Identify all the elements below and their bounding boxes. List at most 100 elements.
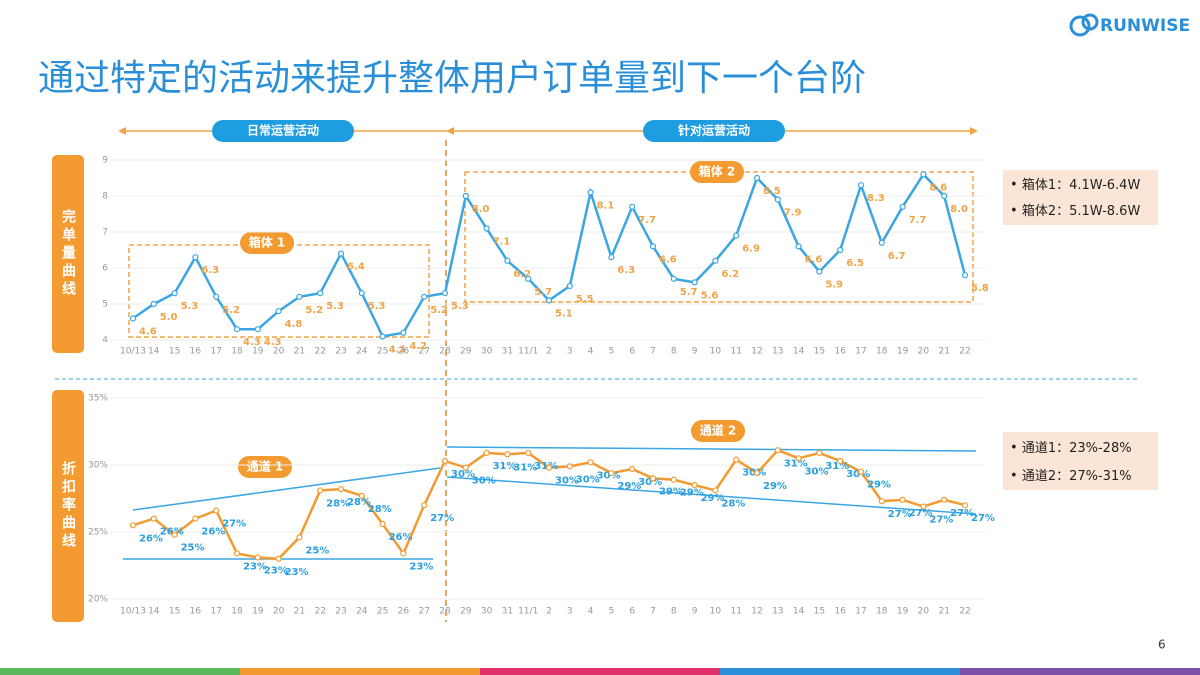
- point: [816, 268, 823, 275]
- point: [483, 449, 490, 457]
- point: [670, 476, 677, 483]
- x-tick-label: 11: [730, 607, 741, 617]
- data-label: 23%: [285, 567, 309, 578]
- data-label: 30%: [638, 477, 662, 488]
- point: [441, 290, 449, 297]
- point: [171, 290, 178, 297]
- point: [878, 498, 885, 505]
- range-box: [464, 171, 974, 303]
- x-tick-label: 18: [876, 607, 888, 617]
- x-tick-label: 26: [398, 347, 410, 357]
- x-tick-label: 17: [210, 607, 221, 617]
- data-label: 8.5: [763, 186, 781, 197]
- side-label: 折扣率曲线: [60, 460, 76, 551]
- data-label: 28%: [721, 498, 745, 509]
- note-box: [1003, 432, 1158, 490]
- point: [878, 239, 885, 246]
- data-label: 6.2: [721, 269, 739, 280]
- x-tick-label: 13: [772, 347, 783, 357]
- y-tick-label: 6: [102, 264, 108, 274]
- x-tick-label: 4: [588, 347, 594, 357]
- point: [899, 496, 906, 503]
- x-tick-label: 2: [546, 347, 552, 357]
- data-label: 30%: [597, 470, 621, 481]
- point: [733, 456, 740, 463]
- x-tick-label: 30: [481, 347, 493, 357]
- y-tick-label: 35%: [88, 394, 108, 404]
- phase-pill: [643, 120, 785, 142]
- x-tick-label: 21: [938, 607, 949, 617]
- point: [317, 487, 324, 494]
- strip: [480, 668, 720, 675]
- data-label: 8.0: [472, 204, 490, 215]
- data-label: 27%: [222, 519, 246, 530]
- data-label: 5.3: [368, 301, 386, 312]
- data-label: 4.8: [285, 319, 303, 330]
- point: [837, 246, 844, 254]
- data-label: 31%: [493, 461, 517, 472]
- phase-pill: [212, 120, 354, 142]
- logo: RUNWISE: [1069, 13, 1190, 37]
- x-tick-label: 21: [294, 607, 305, 617]
- point: [233, 550, 241, 557]
- point: [337, 486, 345, 493]
- point: [213, 507, 220, 514]
- point: [192, 254, 199, 261]
- note-text: 箱体2：5.1W-8.6W: [1022, 203, 1141, 219]
- x-tick-label: 18: [876, 347, 888, 357]
- point: [733, 232, 740, 239]
- data-label: 31%: [513, 462, 537, 473]
- data-label: 6.3: [201, 265, 219, 276]
- point: [171, 531, 178, 538]
- point: [358, 290, 365, 297]
- data-label: 5.7: [680, 287, 698, 298]
- x-tick-label: 14: [793, 347, 805, 357]
- x-tick-label: 19: [252, 607, 264, 617]
- x-tick-label: 18: [231, 347, 243, 357]
- data-label: 29%: [763, 481, 787, 492]
- data-label: 5.8: [971, 283, 989, 294]
- point: [566, 282, 573, 290]
- point: [961, 272, 969, 279]
- phase-label: 日常运营活动: [247, 123, 319, 138]
- x-tick-label: 17: [855, 347, 866, 357]
- x-tick-label: 3: [567, 607, 573, 617]
- point: [525, 275, 532, 282]
- note-box: [1003, 170, 1158, 225]
- data-label: 28%: [368, 504, 392, 515]
- page-number: 6: [1158, 638, 1166, 652]
- data-label: 5.3: [181, 301, 199, 312]
- point: [587, 459, 594, 466]
- x-tick-label: 20: [273, 607, 285, 617]
- data-label: 6.3: [617, 265, 635, 276]
- y-tick-label: 5: [102, 300, 108, 310]
- data-label: 5.7: [534, 287, 552, 298]
- point: [649, 475, 657, 482]
- x-tick-label: 15: [169, 347, 180, 357]
- x-tick-label: 20: [918, 607, 930, 617]
- x-tick-label: 16: [190, 347, 202, 357]
- point: [816, 449, 823, 457]
- x-tick-label: 26: [398, 607, 410, 617]
- annotation: 通道 2: [700, 423, 737, 438]
- x-tick-label: 22: [314, 347, 325, 357]
- x-tick-label: 5: [609, 607, 615, 617]
- point: [129, 522, 137, 529]
- data-label: 26%: [201, 527, 225, 538]
- data-label: 23%: [264, 565, 288, 576]
- note-text: 箱体1：4.1W-6.4W: [1022, 177, 1141, 193]
- data-label: 8.3: [867, 193, 885, 204]
- y-tick-label: 30%: [88, 461, 108, 471]
- point: [213, 293, 220, 300]
- point: [504, 451, 511, 458]
- point: [608, 254, 615, 261]
- data-label: 27%: [929, 515, 953, 526]
- x-tick-label: 24: [356, 607, 368, 617]
- data-label: 27%: [950, 508, 974, 519]
- data-label: 30%: [805, 466, 829, 477]
- x-tick-label: 14: [793, 607, 805, 617]
- strip: [720, 668, 960, 675]
- x-tick-label: 8: [671, 347, 677, 357]
- data-label: 5.5: [576, 294, 594, 305]
